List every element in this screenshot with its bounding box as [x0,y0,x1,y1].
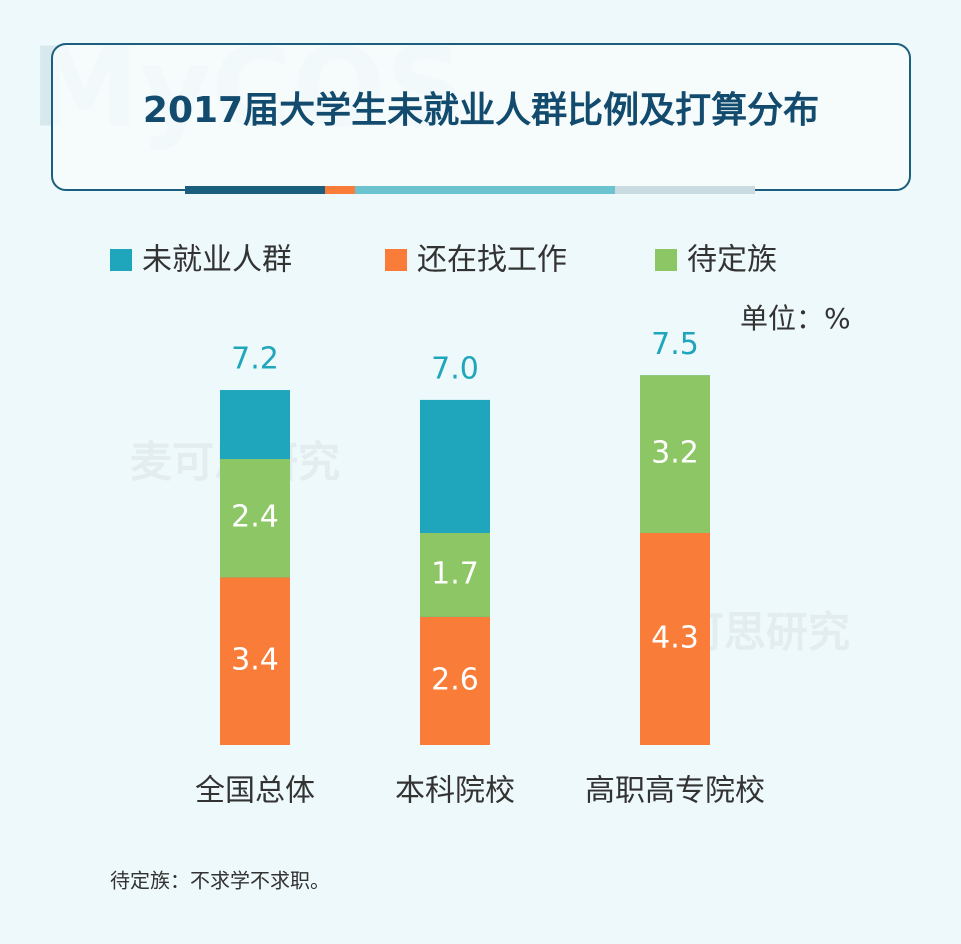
unit-label: 单位：% [740,302,851,335]
title-decoration [185,186,325,194]
title-decoration [615,186,755,194]
value-label: 3.4 [231,643,279,678]
value-label: 3.2 [651,436,699,471]
legend-label: 待定族 [687,243,777,278]
legend-label: 未就业人群 [142,243,292,278]
legend-label: 还在找工作 [417,243,567,278]
value-label: 2.6 [431,662,479,697]
value-label: 7.5 [651,327,699,362]
value-label: 4.3 [651,621,699,656]
legend-swatch [655,249,677,271]
chart-title: 2017届大学生未就业人群比例及打算分布 [143,89,819,131]
legend-swatch [385,249,407,271]
footnote: 待定族：不求学不求职。 [110,869,330,893]
title-decoration [355,186,615,194]
bar-segment [420,616,490,745]
x-tick-label: 本科院校 [395,774,515,809]
x-tick-label: 高职高专院校 [585,774,765,809]
value-label: 7.0 [431,351,479,386]
value-label: 1.7 [431,556,479,591]
title-decoration [325,186,355,194]
bar-segment [420,533,490,617]
x-tick-label: 全国总体 [195,774,315,809]
bar-segment [220,577,290,745]
bar-segment [640,375,710,534]
bar-segment [640,533,710,745]
legend-swatch [110,249,132,271]
value-label: 2.4 [231,500,279,535]
value-label: 7.2 [231,342,279,377]
bar-segment [220,459,290,578]
